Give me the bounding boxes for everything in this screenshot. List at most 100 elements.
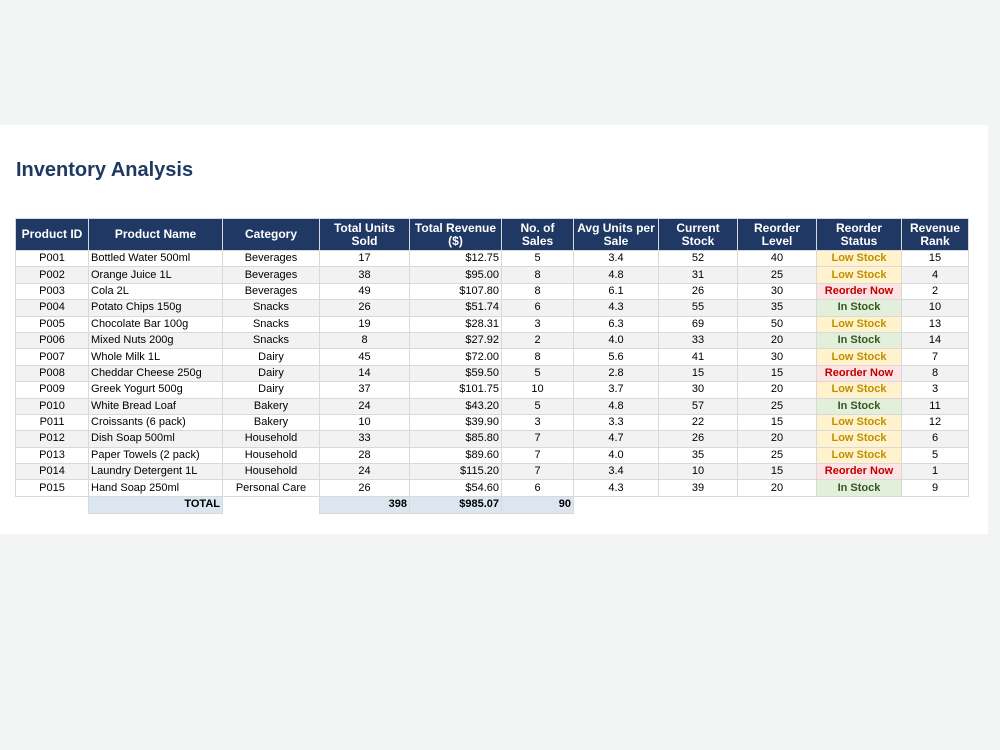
cell-product-id[interactable]: P004 xyxy=(15,299,89,317)
header-current-stock[interactable]: Current Stock xyxy=(658,218,738,251)
cell-reorder-status[interactable]: Reorder Now xyxy=(816,364,902,383)
cell-reorder-level[interactable]: 25 xyxy=(737,397,817,415)
cell-reorder-level[interactable]: 20 xyxy=(737,331,817,350)
cell-total-revenue[interactable]: $28.31 xyxy=(409,315,502,333)
cell-no-of-sales[interactable]: 5 xyxy=(501,397,574,415)
cell-total-revenue[interactable]: $12.75 xyxy=(409,249,502,268)
cell-current-stock[interactable]: 30 xyxy=(658,381,738,399)
cell-total-units-sold[interactable]: 28 xyxy=(319,446,410,465)
cell-product-name[interactable]: Orange Juice 1L xyxy=(88,266,223,284)
cell-total-revenue[interactable]: $95.00 xyxy=(409,266,502,284)
cell-avg-units-per-sale[interactable]: 6.3 xyxy=(573,315,659,333)
cell-current-stock[interactable]: 41 xyxy=(658,348,738,366)
header-total-revenue[interactable]: Total Revenue ($) xyxy=(409,218,502,251)
cell-avg-units-per-sale[interactable]: 3.4 xyxy=(573,463,659,481)
cell-no-of-sales[interactable]: 5 xyxy=(501,249,574,268)
cell-product-id[interactable]: P009 xyxy=(15,381,89,399)
cell-product-name[interactable]: Croissants (6 pack) xyxy=(88,413,223,432)
cell-reorder-status[interactable]: Reorder Now xyxy=(816,463,902,481)
cell-total-revenue[interactable]: $27.92 xyxy=(409,331,502,350)
cell-total-revenue[interactable]: $51.74 xyxy=(409,299,502,317)
cell-product-id[interactable]: P006 xyxy=(15,331,89,350)
cell-category[interactable]: Bakery xyxy=(222,413,320,432)
cell-no-of-sales[interactable]: 7 xyxy=(501,430,574,448)
cell-product-id[interactable]: P010 xyxy=(15,397,89,415)
cell-total-units-sold[interactable]: 8 xyxy=(319,331,410,350)
cell-current-stock[interactable]: 52 xyxy=(658,249,738,268)
cell-revenue-rank[interactable]: 2 xyxy=(901,282,969,301)
cell-revenue-rank[interactable]: 4 xyxy=(901,266,969,284)
cell-product-id[interactable]: P008 xyxy=(15,364,89,383)
cell-total-units-sold[interactable]: 49 xyxy=(319,282,410,301)
cell-product-name[interactable]: Chocolate Bar 100g xyxy=(88,315,223,333)
cell-revenue-rank[interactable]: 6 xyxy=(901,430,969,448)
cell-category[interactable]: Snacks xyxy=(222,299,320,317)
cell-product-id[interactable]: P007 xyxy=(15,348,89,366)
header-reorder-level[interactable]: Reorder Level xyxy=(737,218,817,251)
cell-avg-units-per-sale[interactable]: 4.0 xyxy=(573,446,659,465)
cell-reorder-level[interactable]: 25 xyxy=(737,446,817,465)
cell-product-name[interactable]: Potato Chips 150g xyxy=(88,299,223,317)
cell-no-of-sales[interactable]: 3 xyxy=(501,315,574,333)
cell-product-id[interactable]: P015 xyxy=(15,479,89,497)
cell-no-of-sales[interactable]: 6 xyxy=(501,299,574,317)
header-revenue-rank[interactable]: Revenue Rank xyxy=(901,218,969,251)
cell-reorder-status[interactable]: Reorder Now xyxy=(816,282,902,301)
cell-product-name[interactable]: Paper Towels (2 pack) xyxy=(88,446,223,465)
cell-reorder-status[interactable]: In Stock xyxy=(816,397,902,415)
cell-reorder-level[interactable]: 20 xyxy=(737,430,817,448)
header-product-id[interactable]: Product ID xyxy=(15,218,89,251)
cell-revenue-rank[interactable]: 13 xyxy=(901,315,969,333)
cell-reorder-level[interactable]: 25 xyxy=(737,266,817,284)
cell-total-revenue[interactable]: $39.90 xyxy=(409,413,502,432)
cell-total-units-sold[interactable]: 17 xyxy=(319,249,410,268)
cell-total-units-sold[interactable]: 37 xyxy=(319,381,410,399)
cell-reorder-level[interactable]: 40 xyxy=(737,249,817,268)
cell-category[interactable]: Household xyxy=(222,446,320,465)
cell-no-of-sales[interactable]: 7 xyxy=(501,446,574,465)
cell-avg-units-per-sale[interactable]: 3.4 xyxy=(573,249,659,268)
cell-category[interactable]: Beverages xyxy=(222,282,320,301)
cell-product-name[interactable]: Mixed Nuts 200g xyxy=(88,331,223,350)
cell-total-units-sold[interactable]: 24 xyxy=(319,397,410,415)
cell-reorder-status[interactable]: Low Stock xyxy=(816,413,902,432)
cell-total-revenue[interactable]: $59.50 xyxy=(409,364,502,383)
cell-reorder-level[interactable]: 15 xyxy=(737,364,817,383)
cell-product-name[interactable]: Greek Yogurt 500g xyxy=(88,381,223,399)
cell-current-stock[interactable]: 57 xyxy=(658,397,738,415)
cell-revenue-rank[interactable]: 11 xyxy=(901,397,969,415)
cell-avg-units-per-sale[interactable]: 3.7 xyxy=(573,381,659,399)
cell-reorder-level[interactable]: 35 xyxy=(737,299,817,317)
cell-total-units-sold[interactable]: 14 xyxy=(319,364,410,383)
header-reorder-status[interactable]: Reorder Status xyxy=(816,218,902,251)
cell-revenue-rank[interactable]: 1 xyxy=(901,463,969,481)
header-category[interactable]: Category xyxy=(222,218,320,251)
cell-total-revenue[interactable]: $101.75 xyxy=(409,381,502,399)
cell-avg-units-per-sale[interactable]: 4.8 xyxy=(573,266,659,284)
cell-revenue-rank[interactable]: 7 xyxy=(901,348,969,366)
cell-reorder-status[interactable]: Low Stock xyxy=(816,315,902,333)
cell-category[interactable]: Dairy xyxy=(222,348,320,366)
cell-reorder-status[interactable]: Low Stock xyxy=(816,266,902,284)
cell-category[interactable]: Beverages xyxy=(222,266,320,284)
cell-total-revenue[interactable]: $115.20 xyxy=(409,463,502,481)
cell-reorder-level[interactable]: 50 xyxy=(737,315,817,333)
cell-product-id[interactable]: P001 xyxy=(15,249,89,268)
cell-product-name[interactable]: Dish Soap 500ml xyxy=(88,430,223,448)
cell-total-revenue[interactable]: $54.60 xyxy=(409,479,502,497)
cell-no-of-sales[interactable]: 3 xyxy=(501,413,574,432)
cell-product-id[interactable]: P002 xyxy=(15,266,89,284)
cell-category[interactable]: Household xyxy=(222,463,320,481)
cell-current-stock[interactable]: 39 xyxy=(658,479,738,497)
cell-total-revenue[interactable]: $85.80 xyxy=(409,430,502,448)
cell-no-of-sales[interactable]: 10 xyxy=(501,381,574,399)
cell-category[interactable]: Dairy xyxy=(222,381,320,399)
cell-avg-units-per-sale[interactable]: 3.3 xyxy=(573,413,659,432)
cell-reorder-status[interactable]: In Stock xyxy=(816,479,902,497)
cell-reorder-status[interactable]: Low Stock xyxy=(816,249,902,268)
cell-reorder-level[interactable]: 20 xyxy=(737,381,817,399)
cell-avg-units-per-sale[interactable]: 4.3 xyxy=(573,299,659,317)
cell-current-stock[interactable]: 15 xyxy=(658,364,738,383)
cell-revenue-rank[interactable]: 15 xyxy=(901,249,969,268)
cell-no-of-sales[interactable]: 8 xyxy=(501,348,574,366)
